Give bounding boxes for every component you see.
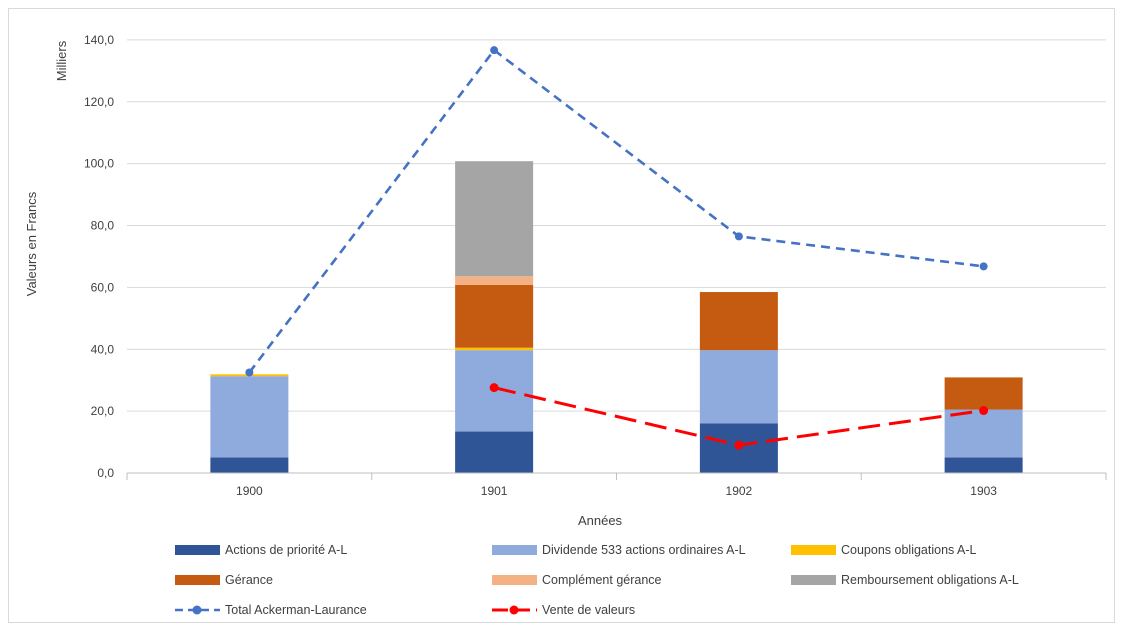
bar-segment xyxy=(699,350,778,424)
y-tick-label: 40,0 xyxy=(91,342,115,356)
axes: 0,0 20,0 40,0 60,0 80,0 100,0 120,0 140,0 1900 19… xyxy=(84,33,1107,498)
legend-marker xyxy=(509,605,519,615)
legend-label: Coupons obligations A-L xyxy=(841,543,977,557)
series-point xyxy=(734,232,743,241)
bar-stacks xyxy=(210,161,1023,473)
legend-swatch xyxy=(492,545,537,555)
legend-swatch xyxy=(175,545,220,555)
bar-segment xyxy=(455,276,534,285)
y-tick-label: 140,0 xyxy=(84,33,114,47)
legend-label: Gérance xyxy=(225,573,273,587)
chart-svg: 0,0 20,0 40,0 60,0 80,0 100,0 120,0 140,0 1900 19… xyxy=(24,33,1107,617)
bar-segment xyxy=(210,376,289,458)
legend: Actions de priorité A-L Dividende 533 act… xyxy=(175,543,1019,617)
gridlines xyxy=(127,39,1106,412)
bar-segment xyxy=(455,284,534,348)
x-tick-label: 1902 xyxy=(726,484,753,498)
y-tick-label: 80,0 xyxy=(91,219,115,233)
series-point xyxy=(979,406,989,416)
x-tick-label: 1903 xyxy=(970,484,997,498)
x-tick-label: 1901 xyxy=(481,484,508,498)
y-tick-label: 100,0 xyxy=(84,157,114,171)
line-series xyxy=(245,46,989,450)
series-point xyxy=(979,262,988,271)
bar-segment xyxy=(944,377,1023,410)
series-line xyxy=(248,48,984,374)
y-tick-label: 0,0 xyxy=(97,466,114,480)
legend-swatch xyxy=(492,575,537,585)
legend-marker xyxy=(192,605,202,615)
y-axis-label: Valeurs en Francs xyxy=(24,191,39,296)
bar-segment xyxy=(210,457,289,473)
bar-segment xyxy=(455,347,534,351)
legend-label: Complément gérance xyxy=(542,573,662,587)
legend-label: Dividende 533 actions ordinaires A-L xyxy=(542,543,746,557)
y-tick-label: 120,0 xyxy=(84,95,114,109)
legend-swatch xyxy=(791,575,836,585)
bar-segment xyxy=(455,161,534,277)
bar-segment xyxy=(699,292,778,351)
series-point xyxy=(489,383,499,393)
chart-frame: 0,0 20,0 40,0 60,0 80,0 100,0 120,0 140,0 1900 19… xyxy=(8,8,1115,623)
x-tick-label: 1900 xyxy=(236,484,263,498)
y-tick-label: 20,0 xyxy=(91,404,115,418)
y-unit-label: Milliers xyxy=(54,40,69,81)
series-point xyxy=(734,440,744,450)
series-point xyxy=(490,46,499,55)
bar-segment xyxy=(944,409,1023,458)
legend-label: Total Ackerman-Laurance xyxy=(225,603,367,617)
legend-label: Actions de priorité A-L xyxy=(225,543,347,557)
legend-swatch xyxy=(175,575,220,585)
bar-segment xyxy=(455,431,534,473)
series-point xyxy=(245,368,254,377)
x-axis-label: Années xyxy=(578,513,623,528)
legend-label: Vente de valeurs xyxy=(542,603,635,617)
y-tick-label: 60,0 xyxy=(91,280,115,294)
bar-segment xyxy=(944,457,1023,473)
legend-swatch xyxy=(791,545,836,555)
legend-label: Remboursement obligations A-L xyxy=(841,573,1019,587)
